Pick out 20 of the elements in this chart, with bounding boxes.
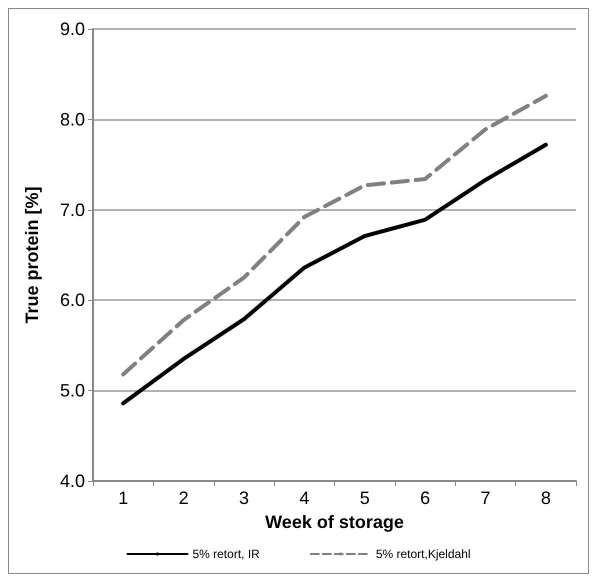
line-series — [121, 94, 548, 376]
x-axis-title: Week of storage — [265, 512, 404, 532]
x-tick-label: 4 — [299, 488, 310, 508]
legend-label: 5% retort,Kjeldahl — [376, 547, 471, 561]
x-tick-label: 5 — [360, 488, 370, 508]
x-tick-label: 6 — [420, 488, 430, 508]
y-tick-label: 6.0 — [60, 290, 85, 310]
legend-label: 5% retort, IR — [192, 547, 260, 561]
x-tick-label: 7 — [480, 488, 490, 508]
x-tick-label: 1 — [118, 488, 128, 508]
y-tick-label: 5.0 — [60, 380, 85, 401]
x-tick-label: 8 — [540, 488, 551, 508]
line-series — [121, 142, 548, 406]
x-tick-label: 3 — [238, 488, 249, 508]
x-tick-label: 2 — [178, 488, 189, 508]
y-tick-label: 4.0 — [60, 471, 85, 491]
y-tick-label: 8.0 — [60, 109, 85, 130]
y-tick-label: 9.0 — [60, 19, 85, 39]
y-tick-label: 7.0 — [60, 200, 85, 220]
y-axis-title: True protein [%] — [22, 186, 42, 324]
